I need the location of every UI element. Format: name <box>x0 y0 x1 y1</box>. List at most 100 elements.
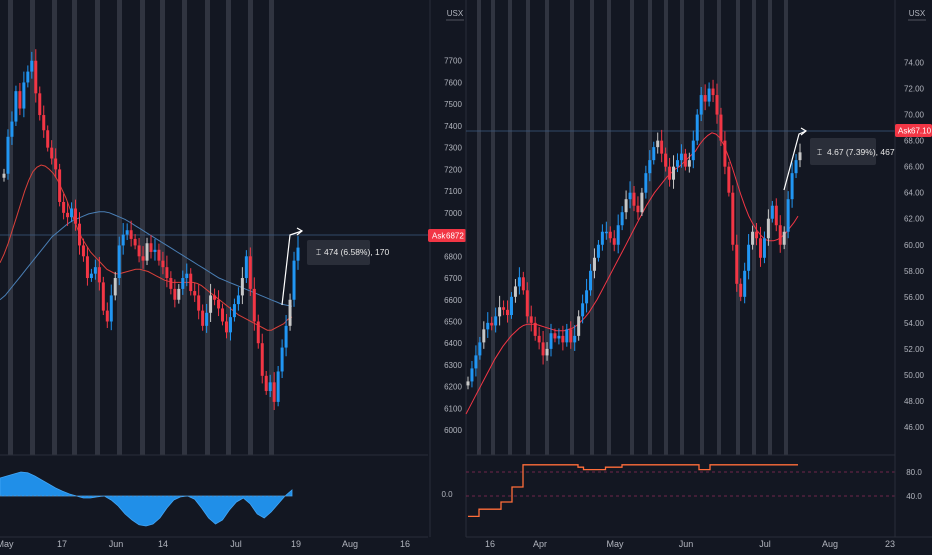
candle-body[interactable] <box>209 295 213 313</box>
candle-body[interactable] <box>181 278 185 289</box>
candle-body[interactable] <box>525 290 529 317</box>
candle-body[interactable] <box>608 231 612 239</box>
candle-body[interactable] <box>201 310 205 326</box>
candle-body[interactable] <box>74 208 78 224</box>
candle-body[interactable] <box>612 238 616 245</box>
candle-body[interactable] <box>236 295 240 305</box>
candle-body[interactable] <box>276 371 280 402</box>
candle-body[interactable] <box>509 296 513 316</box>
candle-body[interactable] <box>794 160 798 174</box>
candle-body[interactable] <box>664 153 668 167</box>
candle-body[interactable] <box>683 153 687 167</box>
left-measure-tool[interactable]: ⌶ 474 (6.58%), 170 <box>281 227 389 306</box>
candle-body[interactable] <box>786 199 790 232</box>
candle-body[interactable] <box>205 312 209 326</box>
candle-body[interactable] <box>252 288 256 322</box>
candle-body[interactable] <box>652 147 656 161</box>
candle-body[interactable] <box>221 308 225 322</box>
candle-body[interactable] <box>553 333 557 339</box>
candle-body[interactable] <box>268 382 272 392</box>
candle-body[interactable] <box>502 307 506 310</box>
candle-body[interactable] <box>774 205 778 226</box>
candle-body[interactable] <box>6 136 10 174</box>
candle-body[interactable] <box>486 322 490 330</box>
candle-body[interactable] <box>224 321 228 333</box>
candle-body[interactable] <box>743 270 747 297</box>
candle-body[interactable] <box>640 192 644 213</box>
candle-body[interactable] <box>185 273 189 279</box>
right-candles[interactable] <box>466 79 802 390</box>
candle-body[interactable] <box>648 160 652 174</box>
candle-body[interactable] <box>217 299 221 309</box>
candle-body[interactable] <box>145 243 149 261</box>
candle-body[interactable] <box>573 335 577 343</box>
candle-body[interactable] <box>292 260 296 300</box>
candle-body[interactable] <box>589 270 593 291</box>
candle-body[interactable] <box>798 152 802 161</box>
candle-body[interactable] <box>739 283 743 297</box>
candle-body[interactable] <box>521 277 525 291</box>
candle-body[interactable] <box>691 140 695 161</box>
candle-body[interactable] <box>498 307 502 317</box>
candle-body[interactable] <box>157 249 161 261</box>
candle-body[interactable] <box>549 333 553 349</box>
candle-body[interactable] <box>517 277 521 287</box>
candle-body[interactable] <box>93 267 97 274</box>
candle-body[interactable] <box>470 368 474 382</box>
candle-body[interactable] <box>18 91 22 109</box>
candle-body[interactable] <box>117 245 121 279</box>
candle-body[interactable] <box>755 231 759 239</box>
candle-body[interactable] <box>715 95 719 115</box>
candle-body[interactable] <box>272 382 276 402</box>
candle-body[interactable] <box>197 295 201 311</box>
candle-body[interactable] <box>506 309 510 316</box>
candle-body[interactable] <box>727 166 731 193</box>
candle-body[interactable] <box>264 375 268 392</box>
candle-body[interactable] <box>494 316 498 326</box>
candle-body[interactable] <box>762 238 766 258</box>
candle-body[interactable] <box>751 231 755 245</box>
candle-body[interactable] <box>766 218 770 239</box>
candle-body[interactable] <box>213 295 217 300</box>
candle-body[interactable] <box>577 316 581 336</box>
candle-body[interactable] <box>632 192 636 206</box>
candle-body[interactable] <box>256 321 260 344</box>
candle-body[interactable] <box>161 260 165 268</box>
candle-body[interactable] <box>565 329 569 343</box>
candle-body[interactable] <box>513 286 517 297</box>
candle-body[interactable] <box>581 303 585 317</box>
candle-body[interactable] <box>137 245 141 257</box>
candle-body[interactable] <box>604 231 608 234</box>
candle-body[interactable] <box>695 114 699 141</box>
candle-body[interactable] <box>644 173 648 193</box>
candle-body[interactable] <box>719 114 723 141</box>
candle-body[interactable] <box>466 381 470 386</box>
candle-body[interactable] <box>541 342 545 356</box>
candle-body[interactable] <box>38 93 42 116</box>
candle-body[interactable] <box>121 234 125 246</box>
candle-body[interactable] <box>778 225 782 245</box>
candle-body[interactable] <box>711 88 715 96</box>
candle-body[interactable] <box>169 278 173 289</box>
candle-body[interactable] <box>105 310 109 322</box>
candle-body[interactable] <box>260 343 264 376</box>
candle-body[interactable] <box>30 60 34 72</box>
candle-body[interactable] <box>133 238 137 246</box>
candle-body[interactable] <box>193 291 197 296</box>
candle-body[interactable] <box>248 256 252 289</box>
candle-body[interactable] <box>747 244 751 271</box>
candle-body[interactable] <box>478 342 482 356</box>
candle-body[interactable] <box>141 256 145 261</box>
candle-body[interactable] <box>149 243 153 252</box>
candle-body[interactable] <box>672 166 676 180</box>
candle-body[interactable] <box>490 322 494 326</box>
candle-body[interactable] <box>616 225 620 245</box>
candle-body[interactable] <box>189 273 193 292</box>
candle-body[interactable] <box>624 199 628 213</box>
candle-body[interactable] <box>675 160 679 167</box>
candle-body[interactable] <box>89 273 93 279</box>
candle-body[interactable] <box>296 247 300 261</box>
candle-body[interactable] <box>58 169 62 202</box>
candle-body[interactable] <box>288 299 292 326</box>
